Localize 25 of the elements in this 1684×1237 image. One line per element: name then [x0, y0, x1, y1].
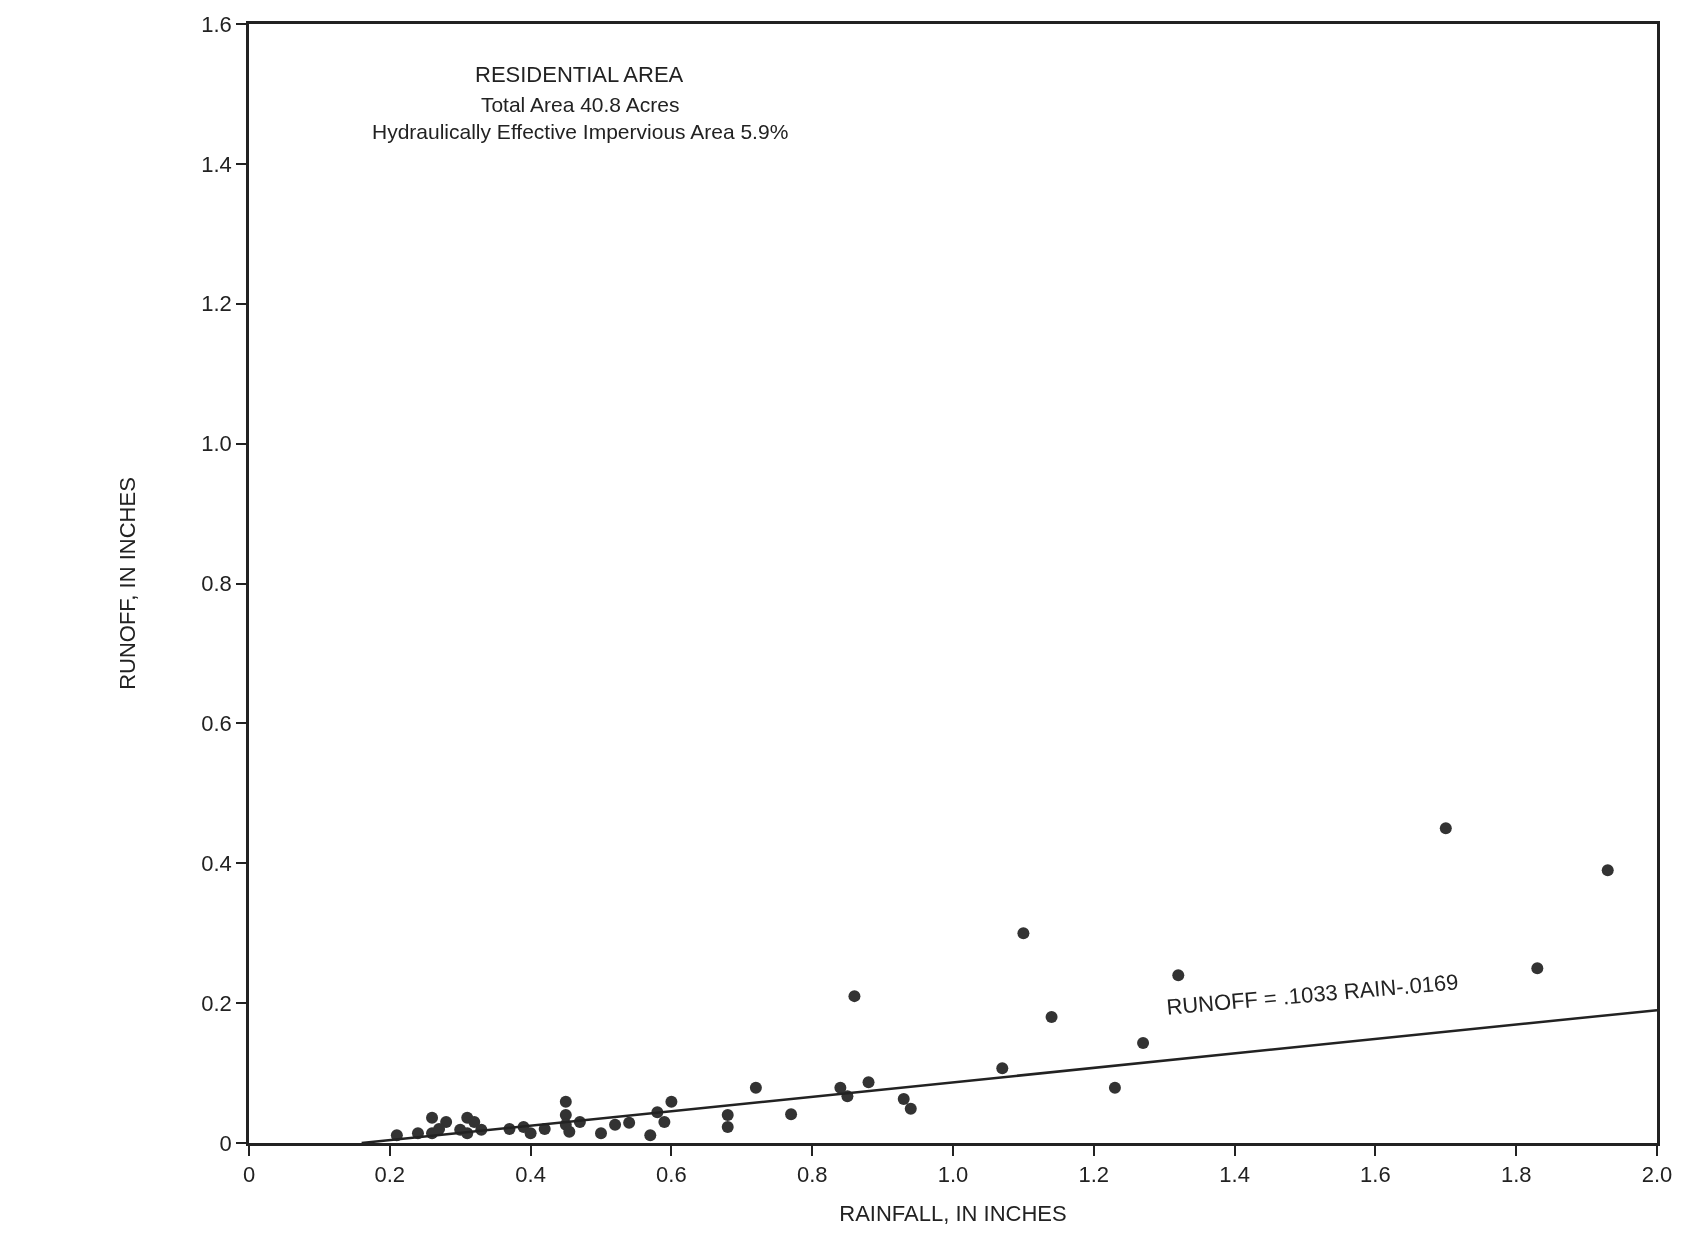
y-tick-label: 0.8: [201, 571, 232, 597]
y-tick-label: 0.2: [201, 990, 232, 1016]
x-tick-label: 0.6: [656, 1162, 687, 1188]
x-tick-label: 1.6: [1360, 1162, 1391, 1188]
annotation: RUNOFF = .1033 RAIN-.0169: [1165, 969, 1460, 1020]
y-axis-title: RUNOFF, IN INCHES: [115, 477, 141, 690]
x-tick-label: 2.0: [1641, 1162, 1673, 1188]
x-tick-label: 0.4: [515, 1162, 546, 1188]
x-axis-title: RAINFALL, IN INCHES: [839, 1201, 1067, 1227]
x-tick-label: 1.4: [1219, 1162, 1250, 1188]
text: RESIDENTIAL AREA: [475, 62, 684, 87]
y-tick-label: 0.6: [201, 711, 232, 737]
y-tick-label: 0: [219, 1130, 232, 1156]
y-tick-label: 1.6: [201, 11, 232, 37]
y-tick-label: 1.2: [201, 291, 232, 317]
text: Total Area 40.8 Acres Hydraulically Effective Impervious Area 5.9%: [372, 93, 789, 144]
x-tick-label: 1.8: [1500, 1162, 1532, 1188]
x-tick-label: 0: [242, 1162, 256, 1188]
x-tick-label: 0.2: [374, 1162, 406, 1188]
x-tick-label: 1.2: [1078, 1162, 1110, 1188]
x-tick-label: 0.8: [796, 1162, 828, 1188]
x-tick-label: 1.0: [937, 1162, 969, 1188]
y-tick-label: 1.4: [201, 151, 232, 177]
y-tick-label: 0.4: [201, 850, 232, 876]
y-tick-label: 1.0: [201, 431, 232, 457]
